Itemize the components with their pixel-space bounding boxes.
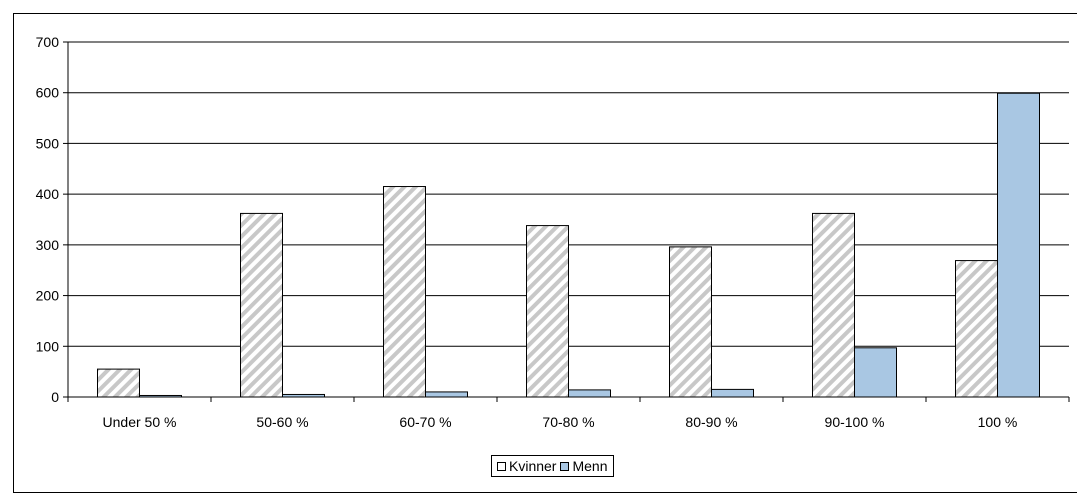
bar-kvinner [240,212,283,398]
legend-item-menn: Menn [560,458,608,474]
legend-swatch-kvinner [497,461,506,471]
legend-label-kvinner: Kvinner [509,458,557,474]
x-tick-label: 80-90 % [685,414,737,430]
y-tick-label: 600 [36,85,60,101]
x-tick-label: 90-100 % [825,414,885,430]
bar-chart: 0 100 200 300 400 500 600 700 Under 50 % 50-60 % 6… [36,34,1070,430]
axis-labels: 0 100 200 300 400 500 600 700 Under 50 % 50-60 % 6… [36,34,1018,430]
x-tick-label: Under 50 % [103,414,177,430]
bar-kvinner [97,368,140,398]
legend-item-kvinner: Kvinner [497,458,556,474]
y-tick-label: 400 [36,186,60,202]
axes [63,41,1070,402]
bar-kvinner [812,212,855,398]
legend-swatch-menn [560,461,570,471]
bar-menn [568,389,611,398]
y-tick-label: 0 [51,389,59,405]
legend-label-menn: Menn [572,458,608,474]
bar-kvinner [383,186,426,398]
bar-menn [425,391,468,398]
y-tick-label: 500 [36,135,60,151]
y-tick-label: 100 [36,338,60,354]
x-tick-label: 60-70 % [399,414,451,430]
y-tick-label: 200 [36,288,60,304]
x-tick-label: 50-60 % [256,414,308,430]
bar-menn [997,92,1040,398]
bar-kvinner [526,225,569,398]
bar-kvinner [955,260,998,398]
legend: Kvinner Menn [491,455,614,477]
bar-kvinner [669,246,712,398]
x-tick-label: 100 % [978,414,1018,430]
y-tick-label: 700 [36,34,60,50]
bars [97,92,1040,398]
y-tick-label: 300 [36,237,60,253]
x-tick-label: 70-80 % [542,414,594,430]
bar-menn [711,388,754,398]
bar-menn [854,347,897,398]
